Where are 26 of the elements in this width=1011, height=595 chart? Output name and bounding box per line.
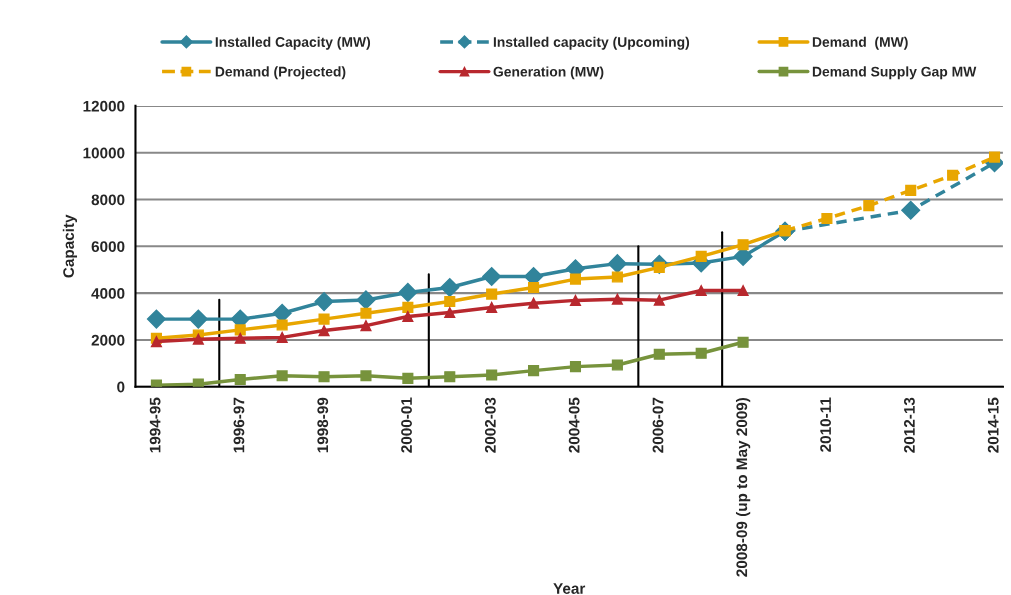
x-tick-label: 2002-03 <box>484 397 496 453</box>
x-tick-label: 2012-13 <box>904 397 915 453</box>
x-tick-label: 1998-99 <box>317 397 329 453</box>
x-tick-label: 2010-11 <box>820 397 832 452</box>
y-axis-title: Capacity <box>62 214 78 278</box>
legend-label: Installed capacity (Upcoming) <box>493 36 690 50</box>
y-tick-label: 8000 <box>91 194 125 206</box>
legend-label: Demand (MW) <box>812 36 908 50</box>
x-tick-label: 2014-15 <box>987 397 999 453</box>
y-tick-label: 12000 <box>83 100 125 112</box>
x-tick-label: 2000-01 <box>401 397 412 453</box>
x-tick-label: 2008-09 (up to May 2009) <box>735 397 751 577</box>
x-tick-label: 1994-95 <box>149 397 161 453</box>
legend-label: Generation (MW) <box>493 66 604 80</box>
x-tick-label: 2006-07 <box>652 397 664 453</box>
x-tick-label: 1996-97 <box>233 397 245 453</box>
y-tick-label: 6000 <box>91 241 125 253</box>
x-axis-title: Year <box>553 583 586 594</box>
legend-label: Installed Capacity (MW) <box>215 36 371 50</box>
y-tick-label: 10000 <box>83 147 125 159</box>
y-tick-label: 2000 <box>91 334 125 346</box>
legend-label: Demand (Projected) <box>215 66 346 80</box>
y-tick-label: 4000 <box>91 288 125 299</box>
y-tick-label: 0 <box>117 381 125 393</box>
legend-label: Demand Supply Gap MW <box>812 66 977 80</box>
x-tick-label: 2004-05 <box>568 397 580 453</box>
